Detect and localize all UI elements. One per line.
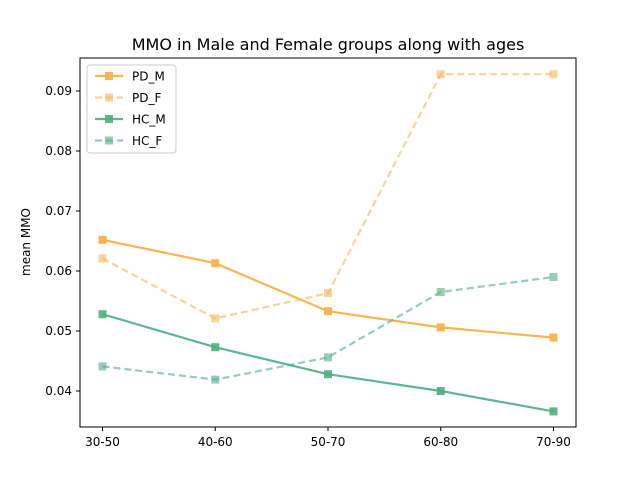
- x-tick-label: 50-70: [311, 435, 346, 449]
- y-tick-label: 0.09: [45, 84, 72, 98]
- x-tick-label: 30-50: [85, 435, 120, 449]
- data-point: [549, 333, 558, 342]
- y-axis: 0.04 0.05 0.06 0.07 0.08 0.09: [45, 84, 80, 398]
- series-line-hc-f: [102, 275, 554, 381]
- x-tick-label: 70-90: [536, 435, 571, 449]
- data-point: [436, 70, 445, 79]
- data-point: [211, 314, 220, 323]
- data-point: [211, 259, 220, 268]
- data-point: [549, 70, 558, 79]
- series-line-hc-m: [102, 313, 554, 413]
- data-point: [98, 235, 107, 244]
- legend-label: PD_M: [132, 70, 165, 84]
- legend-label: PD_F: [132, 91, 161, 105]
- y-axis-label: mean MMO: [19, 208, 33, 276]
- legend-marker: [105, 72, 113, 80]
- chart-title: MMO in Male and Female groups along with…: [132, 35, 525, 54]
- data-point: [324, 307, 332, 316]
- y-tick-label: 0.08: [45, 144, 72, 158]
- legend: PD_M PD_F HC_M HC_F: [86, 64, 177, 154]
- legend-label: HC_M: [132, 113, 166, 127]
- data-point: [549, 407, 558, 416]
- legend-marker: [105, 93, 113, 102]
- data-point: [549, 273, 558, 281]
- legend-marker: [105, 115, 113, 123]
- plot-area: [98, 70, 558, 416]
- y-tick-label: 0.05: [45, 324, 72, 338]
- y-tick-label: 0.07: [45, 204, 72, 218]
- y-tick-label: 0.06: [45, 264, 72, 278]
- data-point: [98, 310, 107, 319]
- data-point: [211, 343, 220, 352]
- data-point: [436, 323, 445, 332]
- legend-marker: [105, 136, 113, 145]
- data-point: [211, 375, 220, 384]
- data-point: [324, 370, 332, 379]
- x-axis: 30-50 40-60 50-70 60-80 70-90: [85, 427, 571, 449]
- legend-label: HC_F: [132, 134, 162, 148]
- x-tick-label: 40-60: [198, 435, 233, 449]
- x-tick-label: 60-80: [423, 435, 458, 449]
- data-point: [436, 288, 445, 296]
- data-point: [324, 289, 332, 298]
- y-tick-label: 0.04: [45, 384, 72, 398]
- series-line-pd-m: [102, 238, 554, 339]
- data-point: [324, 353, 332, 362]
- data-point: [98, 254, 107, 263]
- data-point: [436, 387, 445, 395]
- data-point: [98, 362, 107, 371]
- legend-box: [86, 64, 177, 154]
